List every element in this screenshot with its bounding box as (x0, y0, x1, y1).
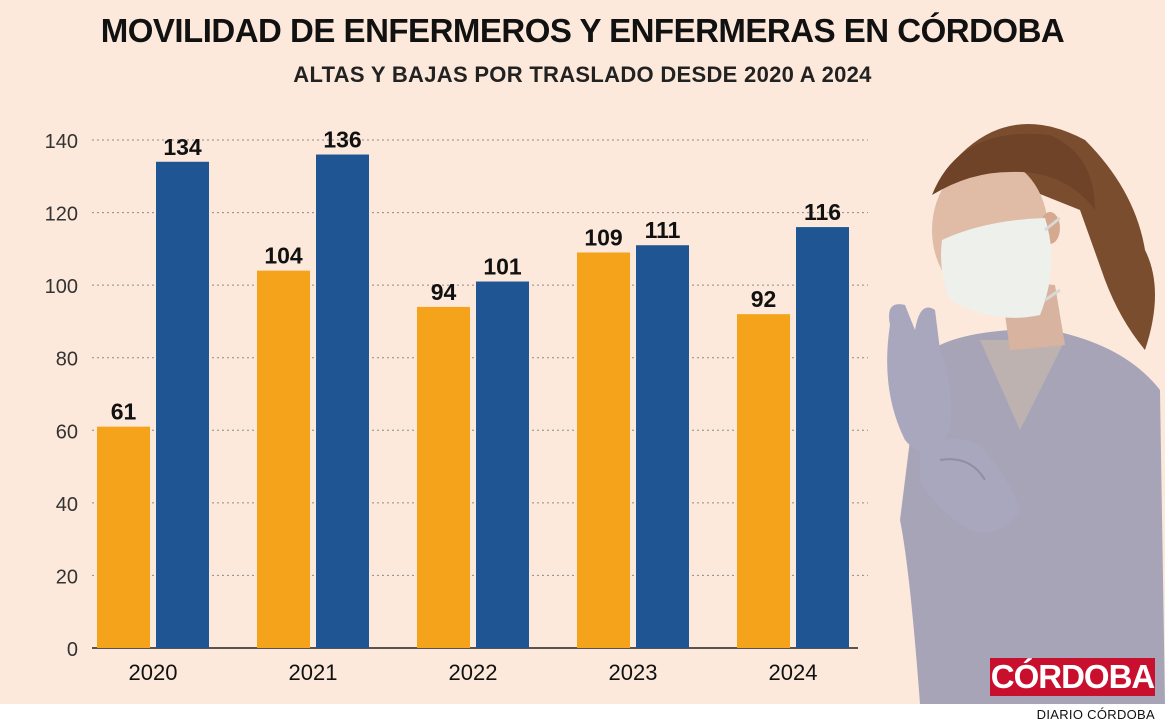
y-tick-label: 120 (45, 204, 78, 226)
chart-title: MOVILIDAD DE ENFERMEROS Y ENFERMERAS EN … (100, 12, 1065, 49)
data-label: 101 (483, 254, 522, 280)
nurse-photo-illustration (887, 124, 1165, 704)
y-tick-label: 140 (45, 131, 78, 153)
data-label: 92 (751, 286, 777, 312)
bar-altas-2021 (257, 270, 310, 648)
bar-bajas-2020 (156, 161, 209, 648)
cordoba-logo: CÓRDOBA (990, 658, 1155, 696)
data-label: 111 (645, 217, 681, 243)
data-label: 134 (163, 134, 202, 160)
x-tick-label: 2020 (129, 660, 178, 685)
y-tick-label: 80 (56, 349, 78, 371)
data-label: 116 (804, 199, 841, 225)
source-credit: DIARIO CÓRDOBA (1036, 707, 1155, 722)
y-tick-label: 0 (67, 639, 78, 661)
data-label: 104 (264, 243, 303, 269)
x-tick-label: 2021 (289, 660, 338, 685)
bar-altas-2022 (417, 306, 470, 648)
infographic-panel: MOVILIDAD DE ENFERMEROS Y ENFERMERAS EN … (0, 0, 1165, 704)
bar-altas-2023 (577, 252, 630, 648)
data-label: 109 (584, 224, 622, 250)
x-tick-label: 2023 (609, 660, 658, 685)
bar-bajas-2021 (316, 154, 369, 648)
x-axis-ticks: 2020 2021 2022 2023 2024 (129, 660, 818, 685)
bar-altas-2020 (97, 426, 150, 648)
data-labels: 61 134 104 136 94 101 109 111 92 116 (111, 127, 841, 425)
bar-chart: 0 20 40 60 80 100 120 140 61 134 104 136 94 101 109 11… (45, 127, 868, 685)
bar-bajas-2024 (796, 227, 849, 649)
bars (97, 154, 849, 649)
bar-bajas-2022 (476, 281, 529, 648)
bar-bajas-2023 (636, 245, 689, 648)
data-label: 94 (431, 279, 457, 305)
y-tick-label: 20 (56, 566, 78, 588)
y-tick-label: 40 (56, 494, 78, 516)
y-tick-label: 60 (56, 421, 78, 443)
y-tick-label: 100 (45, 276, 78, 298)
data-label: 61 (111, 399, 137, 425)
data-label: 136 (323, 127, 361, 153)
y-axis-ticks: 0 20 40 60 80 100 120 140 (45, 131, 78, 661)
chart-subtitle: ALTAS Y BAJAS POR TRASLADO DESDE 2020 A … (293, 62, 872, 87)
bar-altas-2024 (737, 314, 790, 648)
x-tick-label: 2022 (449, 660, 498, 685)
x-tick-label: 2024 (769, 660, 818, 685)
